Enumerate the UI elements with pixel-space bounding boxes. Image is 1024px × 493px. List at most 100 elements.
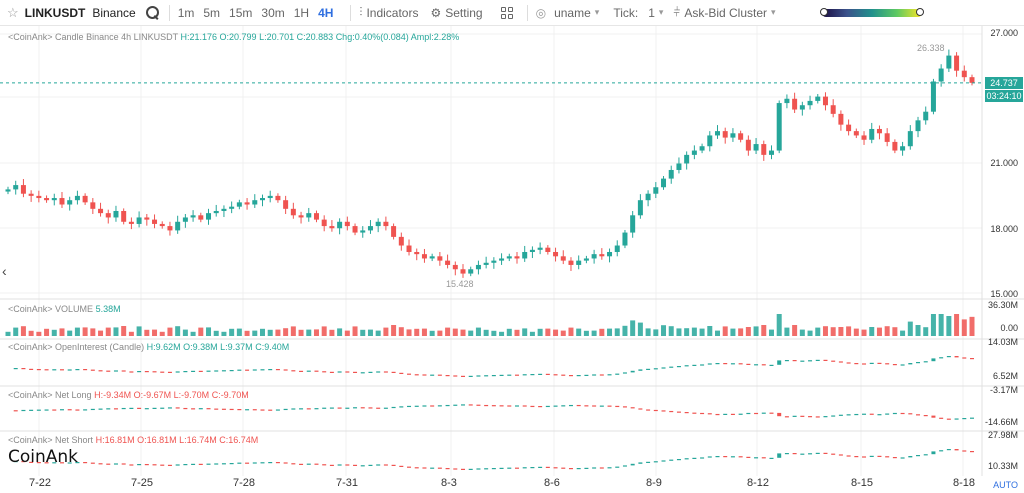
timeframe-15m[interactable]: 15m xyxy=(229,5,253,20)
y-tick-21: 21.000 xyxy=(990,158,1018,168)
net-short-candle xyxy=(175,464,180,466)
candle-body xyxy=(884,133,890,142)
chevron-down-icon[interactable]: ▾ xyxy=(771,7,776,17)
volume-bar xyxy=(59,328,65,336)
timeframe-5m[interactable]: 5m xyxy=(203,5,221,20)
exchange-name[interactable]: Binance xyxy=(92,5,136,20)
net-short-candle xyxy=(970,451,974,453)
net-long-candle xyxy=(669,410,674,413)
volume-bar xyxy=(313,329,319,336)
symbol-name[interactable]: LINKUSDT xyxy=(24,5,86,20)
open-interest-candle xyxy=(90,369,95,371)
open-interest-candle xyxy=(391,371,396,373)
candle-body xyxy=(136,217,142,224)
volume-bar xyxy=(514,329,520,336)
indicators-icon[interactable]: ⫶ xyxy=(359,5,363,19)
candle-body xyxy=(367,226,373,231)
volume-bar xyxy=(745,327,751,336)
oi-high: H:9.62M xyxy=(146,342,181,352)
chevron-left-icon[interactable]: ‹ xyxy=(2,263,7,279)
candle-body xyxy=(776,103,782,151)
candle-body xyxy=(907,131,913,147)
volume-bar xyxy=(900,330,906,336)
open-interest-candle xyxy=(592,374,597,376)
net-long-candle xyxy=(461,404,466,406)
open-interest-candle xyxy=(283,369,288,371)
volume-bar xyxy=(221,331,227,336)
open-interest-candle xyxy=(568,375,573,377)
open-interest-candle xyxy=(661,367,666,369)
x-tick: 8-15 xyxy=(851,477,874,489)
setting-button[interactable]: Setting xyxy=(445,5,483,20)
chevron-down-icon[interactable]: ▾ xyxy=(594,7,600,17)
net-short-candle xyxy=(599,467,604,469)
net-long-candle xyxy=(808,416,813,418)
indicators-button[interactable]: Indicators xyxy=(366,5,419,20)
timeframe-1m[interactable]: 1m xyxy=(177,5,195,20)
open-interest-candle xyxy=(669,366,674,368)
net-long-candle xyxy=(900,412,905,415)
open-interest-candle xyxy=(113,370,118,372)
slider-handle-right[interactable] xyxy=(915,7,924,16)
net-short-candle xyxy=(383,464,388,466)
candle-body xyxy=(722,131,728,138)
candle-body xyxy=(406,245,412,252)
net-long-candle xyxy=(476,404,481,406)
candle-body xyxy=(745,139,751,151)
timeframe-4h[interactable]: 4H xyxy=(318,5,334,20)
open-interest-candle xyxy=(214,370,219,372)
askbid-cluster-select[interactable]: Ask-Bid Cluster xyxy=(684,5,767,20)
uname-select[interactable]: uname xyxy=(554,5,591,20)
cluster-icon[interactable]: ⫩ xyxy=(673,5,681,19)
net-short-candle xyxy=(106,463,111,465)
auto-scale-button[interactable]: AUTO xyxy=(993,480,1018,490)
open-interest-candle xyxy=(931,358,936,362)
open-interest-candle xyxy=(461,375,466,377)
netlong-high: H:-9.34M xyxy=(94,390,132,400)
open-interest-candle xyxy=(723,363,728,365)
net-short-candle xyxy=(206,463,211,465)
open-interest-candle xyxy=(800,360,805,362)
net-short-candle xyxy=(900,457,905,459)
candle-body xyxy=(969,77,975,83)
candle-open: O:20.799 xyxy=(219,32,257,42)
net-short-candle xyxy=(538,466,543,468)
netlong-low: L:-9.70M xyxy=(173,390,210,400)
open-interest-candle xyxy=(684,365,689,367)
oi-panel-header: <CoinAnk> OpenInterest (Candle) H:9.62M … xyxy=(8,342,289,352)
netshort-low: L:16.74M xyxy=(179,435,217,445)
volume-bar xyxy=(167,327,173,336)
favorite-star-icon[interactable]: ☆ xyxy=(7,4,19,20)
net-short-candle xyxy=(684,458,689,460)
eye-icon[interactable]: ◎ xyxy=(535,5,547,20)
gear-icon[interactable]: ⚙ xyxy=(430,5,442,20)
volume-bar xyxy=(182,329,188,336)
candle-body xyxy=(869,128,875,140)
volume-bar xyxy=(668,326,674,336)
slider-handle-left[interactable] xyxy=(819,7,828,16)
chevron-down-icon[interactable]: ▾ xyxy=(658,7,664,17)
net-long-candle xyxy=(306,408,311,410)
tick-select[interactable]: 1 xyxy=(648,5,655,20)
heatmap-gradient-slider[interactable] xyxy=(819,7,924,17)
open-interest-candle xyxy=(769,364,774,366)
layout-grid-icon[interactable] xyxy=(500,6,513,19)
chart-canvas[interactable] xyxy=(0,26,1024,493)
y-tick-18: 18.000 xyxy=(990,224,1018,234)
candle-body xyxy=(306,213,312,218)
volume-bar xyxy=(460,329,466,336)
timeframe-1h[interactable]: 1H xyxy=(293,5,310,20)
candle-body xyxy=(483,262,489,265)
open-interest-candle xyxy=(607,374,612,376)
search-icon[interactable] xyxy=(145,5,161,21)
open-interest-candle xyxy=(437,374,442,376)
candle-body xyxy=(876,128,882,134)
candle-amplitude: Ampl:2.28% xyxy=(410,32,460,42)
open-interest-candle xyxy=(476,375,481,377)
open-interest-candle xyxy=(916,362,921,364)
open-interest-candle xyxy=(183,371,188,373)
volume-bar xyxy=(51,329,57,336)
timeframe-30m[interactable]: 30m xyxy=(261,5,285,20)
net-short-candle xyxy=(561,467,566,469)
net-long-candle xyxy=(67,409,72,411)
